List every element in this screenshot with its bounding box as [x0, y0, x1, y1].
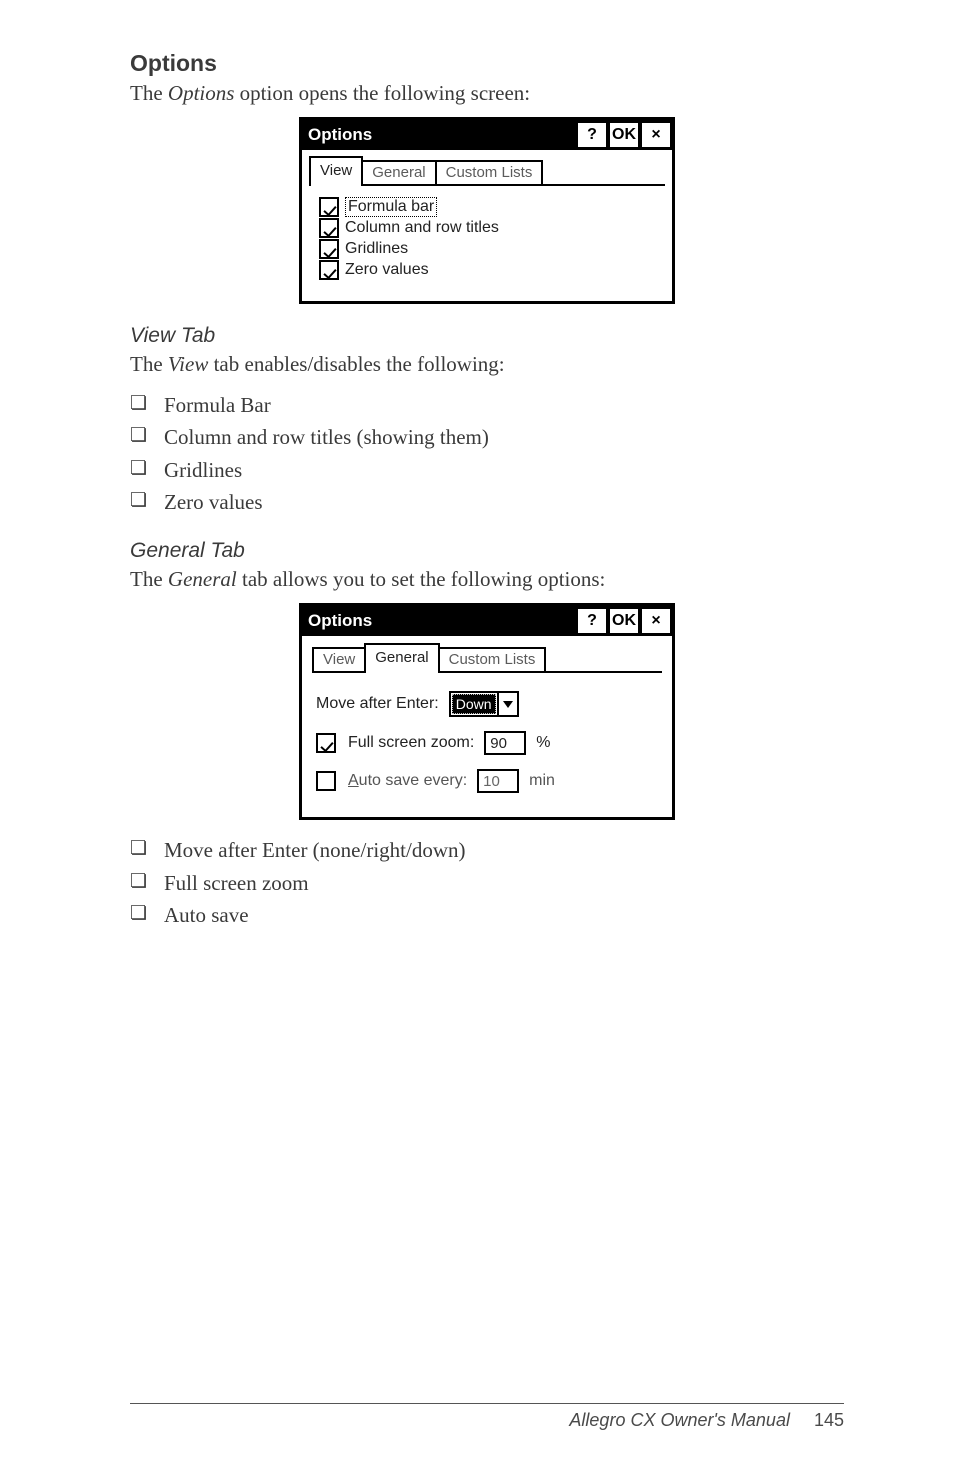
list-item: Zero values	[130, 486, 844, 519]
tab-row: View General Custom Lists	[309, 156, 665, 186]
checkbox-label: Formula bar	[345, 197, 437, 217]
titlebar: Options ? OK ×	[302, 606, 672, 636]
move-after-enter-select[interactable]: Down	[449, 691, 519, 717]
chevron-down-icon	[497, 693, 517, 715]
label: Full screen zoom:	[348, 734, 474, 752]
list-item: Column and row titles (showing them)	[130, 421, 844, 454]
check-icon	[319, 218, 339, 238]
tab-custom-lists[interactable]: Custom Lists	[438, 647, 547, 671]
list-item: Auto save	[130, 899, 844, 932]
checkbox-column-row-titles[interactable]: Column and row titles	[319, 218, 665, 238]
options-dialog-general: Options ? OK × View General Custom Lists…	[299, 603, 675, 820]
close-button[interactable]: ×	[641, 122, 671, 148]
close-button[interactable]: ×	[641, 608, 671, 634]
heading-options: Options	[130, 50, 844, 77]
heading-view-tab: View Tab	[130, 324, 844, 348]
checkbox-full-zoom[interactable]	[316, 733, 336, 753]
list-item: Formula Bar	[130, 389, 844, 422]
label: Auto save every:	[348, 772, 467, 790]
general-tab-intro: The General tab allows you to set the fo…	[130, 565, 844, 593]
checkbox-label: Zero values	[345, 261, 429, 279]
tab-custom-lists[interactable]: Custom Lists	[435, 160, 544, 184]
auto-save-input[interactable]: 10	[477, 769, 519, 793]
list-item: Gridlines	[130, 454, 844, 487]
tab-general[interactable]: General	[364, 643, 439, 671]
row-move-after-enter: Move after Enter: Down	[316, 691, 662, 717]
general-tab-list: Move after Enter (none/right/down) Full …	[130, 834, 844, 932]
tab-view[interactable]: View	[309, 156, 363, 184]
page-footer: Allegro CX Owner's Manual 145	[130, 1403, 844, 1431]
checkbox-auto-save[interactable]	[316, 771, 336, 791]
dialog-title: Options	[308, 125, 372, 145]
heading-general-tab: General Tab	[130, 539, 844, 563]
text: The	[130, 81, 168, 105]
full-zoom-input[interactable]: 90	[484, 731, 526, 755]
checkbox-label: Gridlines	[345, 240, 408, 258]
titlebar: Options ? OK ×	[302, 120, 672, 150]
unit: min	[529, 772, 555, 790]
tab-view[interactable]: View	[312, 647, 366, 671]
footer-book-title: Allegro CX Owner's Manual	[569, 1410, 790, 1431]
help-button[interactable]: ?	[577, 122, 607, 148]
help-button[interactable]: ?	[577, 608, 607, 634]
label: Move after Enter:	[316, 695, 439, 713]
check-icon	[319, 197, 339, 217]
text-em: General	[168, 567, 237, 591]
text: option opens the following screen:	[234, 81, 530, 105]
text: The	[130, 567, 168, 591]
list-item: Move after Enter (none/right/down)	[130, 834, 844, 867]
checkbox-zero-values[interactable]: Zero values	[319, 260, 665, 280]
dialog-title: Options	[308, 611, 372, 631]
list-item: Full screen zoom	[130, 867, 844, 900]
options-intro: The Options option opens the following s…	[130, 79, 844, 107]
view-tab-list: Formula Bar Column and row titles (showi…	[130, 389, 844, 519]
checkbox-formula-bar[interactable]: Formula bar	[319, 197, 665, 217]
text: The	[130, 352, 168, 376]
row-full-screen-zoom: Full screen zoom: 90 %	[316, 731, 662, 755]
tab-general[interactable]: General	[361, 160, 436, 184]
label-rest: uto save every:	[359, 772, 468, 789]
row-auto-save: Auto save every: 10 min	[316, 769, 662, 793]
checkbox-gridlines[interactable]: Gridlines	[319, 239, 665, 259]
checkbox-label: Column and row titles	[345, 219, 499, 237]
select-value: Down	[452, 694, 496, 714]
text-em: Options	[168, 81, 235, 105]
check-icon	[319, 260, 339, 280]
tab-row: View General Custom Lists	[312, 643, 662, 673]
text: tab allows you to set the following opti…	[237, 567, 606, 591]
text: tab enables/disables the following:	[208, 352, 504, 376]
footer-page-number: 145	[814, 1410, 844, 1431]
view-tab-intro: The View tab enables/disables the follow…	[130, 350, 844, 378]
ok-button[interactable]: OK	[609, 608, 639, 634]
ok-button[interactable]: OK	[609, 122, 639, 148]
check-icon	[319, 239, 339, 259]
options-dialog-view: Options ? OK × View General Custom Lists…	[299, 117, 675, 304]
mnemonic: A	[348, 772, 359, 789]
unit: %	[536, 734, 550, 752]
text-em: View	[168, 352, 208, 376]
